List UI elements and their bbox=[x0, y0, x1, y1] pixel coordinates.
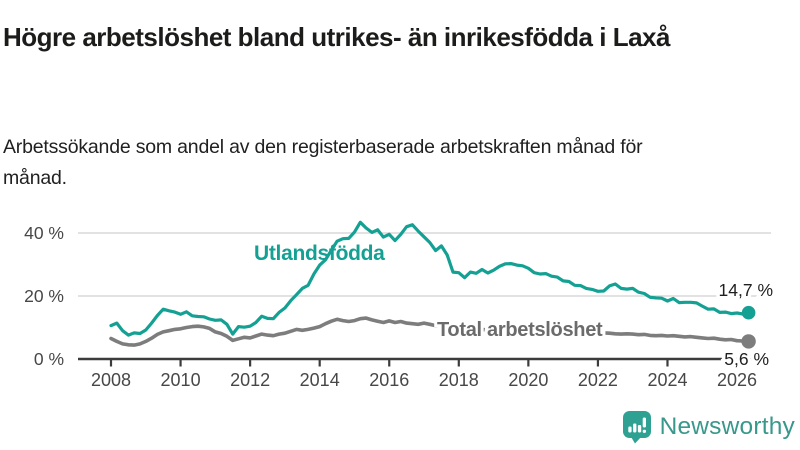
x-axis-label: 2022 bbox=[578, 370, 618, 390]
y-axis-label: 0 % bbox=[34, 349, 64, 369]
x-axis-label: 2014 bbox=[300, 370, 340, 390]
page-title: Högre arbetslöshet bland utrikes- än inr… bbox=[3, 22, 670, 53]
unemployment-chart: 0 % 20 % 40 % 2008 2010 2012 2014 2016 2018 2020 2… bbox=[24, 220, 777, 390]
x-axis-label: 2024 bbox=[647, 370, 687, 390]
series-label: Utlandsfödda bbox=[254, 242, 385, 265]
brand-name: Newsworthy bbox=[659, 413, 795, 440]
x-axis-label: 2026 bbox=[717, 370, 757, 390]
page-subtitle: Arbetssökande som andel av den registerb… bbox=[3, 135, 643, 189]
series-end-value: 5,6 % bbox=[724, 349, 769, 369]
series-end-dot bbox=[741, 334, 756, 349]
x-axis-label: 2012 bbox=[230, 370, 270, 390]
brand-footer[interactable]: Newsworthy bbox=[622, 410, 795, 444]
series-label: Total arbetslöshet bbox=[437, 319, 603, 341]
newsworthy-logo-icon bbox=[622, 411, 651, 444]
series-end-dot bbox=[741, 305, 756, 320]
x-axis-label: 2010 bbox=[161, 370, 201, 390]
series-end-value: 14,7 % bbox=[719, 280, 773, 300]
series-line-total bbox=[109, 316, 751, 347]
y-axis-label: 20 % bbox=[24, 286, 64, 306]
x-axis-label: 2008 bbox=[91, 370, 131, 390]
x-axis-label: 2016 bbox=[369, 370, 409, 390]
series-line-utlandsfodda bbox=[109, 220, 751, 337]
x-axis-label: 2020 bbox=[508, 370, 548, 390]
y-axis-label: 40 % bbox=[24, 223, 64, 243]
x-axis-label: 2018 bbox=[439, 370, 479, 390]
